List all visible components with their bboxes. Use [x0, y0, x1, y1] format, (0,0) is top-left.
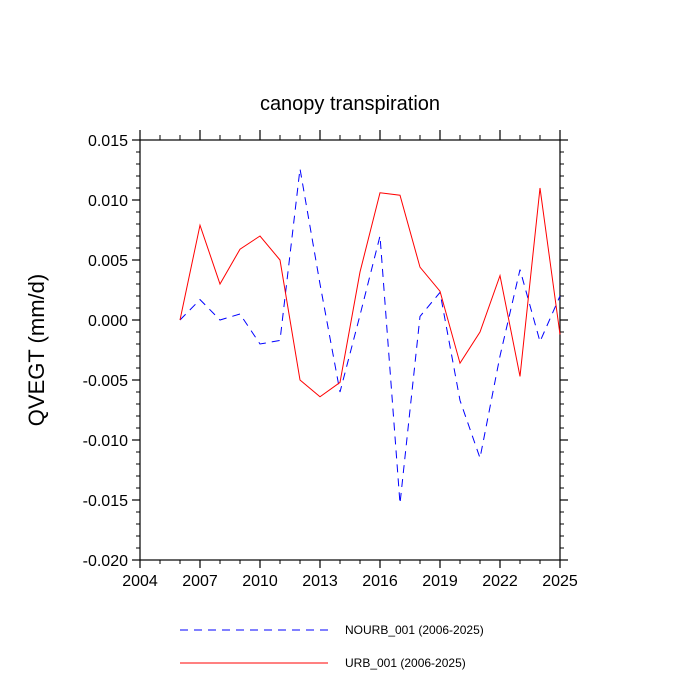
- series-line-1: [179, 187, 561, 398]
- y-tick-label: 0.010: [88, 193, 128, 210]
- y-tick-label: 0.005: [88, 253, 128, 270]
- legend-label-0: NOURB_001 (2006-2025): [345, 623, 484, 637]
- series-line-0: [179, 168, 561, 504]
- chart-title: canopy transpiration: [260, 93, 440, 115]
- plot-area: 2004 2007 2010 2013 2016 2019 2022 2025 -0.020 -0…: [83, 130, 578, 590]
- x-tick-label: 2019: [422, 573, 458, 590]
- y-tick-label: -0.005: [83, 373, 128, 390]
- y-axis-label: QVEGT (mm/d): [24, 274, 49, 426]
- x-tick-label: 2016: [362, 573, 398, 590]
- legend-label-1: URB_001 (2006-2025): [345, 656, 466, 670]
- x-tick-label: 2007: [182, 573, 218, 590]
- y-tick-label: -0.010: [83, 433, 128, 450]
- plot-frame: [139, 139, 561, 561]
- y-tick-label: 0.000: [88, 313, 128, 330]
- x-tick-label: 2025: [542, 573, 578, 590]
- x-tick-label: 2010: [242, 573, 278, 590]
- y-tick-label: -0.020: [83, 553, 128, 570]
- legend: NOURB_001 (2006-2025) URB_001 (2006-2025): [180, 623, 484, 670]
- y-tick-label: 0.015: [88, 133, 128, 150]
- x-tick-label: 2013: [302, 573, 338, 590]
- y-tick-label: -0.015: [83, 493, 128, 510]
- x-tick-label: 2004: [122, 573, 158, 590]
- x-tick-label: 2022: [482, 573, 518, 590]
